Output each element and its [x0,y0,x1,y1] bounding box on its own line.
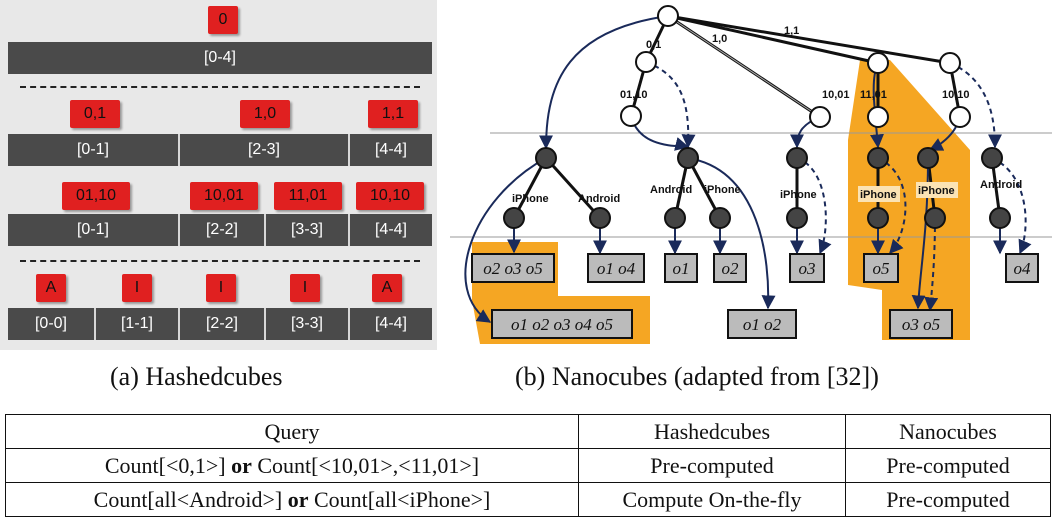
leaf-box-o1o4: o1 o4 [597,259,636,278]
cat-label-android-2: Android [650,184,692,196]
key-level1-1: 1,0 [240,100,290,128]
cat-label-iphone-2: iPhone [704,184,741,196]
key-level2-2: 11,01 [274,182,342,210]
cell-level2-2: [3-3] [266,214,350,246]
edge-label-1-1: 1,1 [784,25,799,37]
cell-level3-4: [4-4] [374,315,407,332]
edge-label-0-1: 0,1 [646,39,661,51]
cell-level3-1: [1-1] [96,308,180,340]
key-level1-2: 1,1 [368,100,418,128]
leaf-box-o5: o5 [873,259,890,278]
key-level2-0: 01,10 [62,182,130,210]
cell-level1-2: [4-4] [374,141,407,158]
key-level3-4: A [372,274,402,302]
hashedcubes-panel: 0 [0-4] 0,1 1,0 1,1 [0-1] [2-3] [4-4] 01… [0,0,437,350]
divider-2 [20,260,420,262]
edge-label-01-10: 01,10 [620,89,648,101]
leaf-box-o1: o1 [673,259,690,278]
leaf-box-o3o5: o3 o5 [902,315,940,334]
query-cell: Count[<0,1>] or Count[<10,01>,<11,01>] [5,448,579,483]
cat-label-iphone-5: iPhone [918,185,955,197]
cat-label-android-1: Android [578,193,620,205]
key-level2-1: 10,01 [190,182,258,210]
hashedcubes-cell: Pre-computed [578,448,846,483]
cell-level0-0: [0-4] [203,49,236,66]
cell-level2-0: [0-1] [8,214,180,246]
bar-level0: [0-4] [8,42,432,74]
key-level2-3: 10,10 [356,182,424,210]
edge-label-10-10: 10,10 [942,89,970,101]
table-header-row: Query Hashedcubes Nanocubes [5,414,1051,449]
edge-label-11-01: 11,01 [860,89,887,101]
cat-label-iphone-1: iPhone [512,193,549,205]
cat-label-iphone-4: iPhone [860,189,897,201]
hashedcubes-cell: Compute On-the-fly [578,482,846,517]
dark-nodes [503,147,1011,229]
edge-label-1-0: 1,0 [712,33,727,45]
header-hashedcubes: Hashedcubes [578,414,846,449]
nanocubes-cell: Pre-computed [845,482,1051,517]
cat-label-android-3: Android [980,179,1022,191]
leaf-box-all: o1 o2 o3 o4 o5 [511,315,613,334]
leaf-box-o2: o2 [722,259,740,278]
cell-level3-3: [3-3] [266,308,350,340]
leaf-box-o1o2: o1 o2 [743,315,782,334]
key-level3-3: I [290,274,320,302]
cell-level1-0: [0-1] [8,134,180,166]
key-level3-1: I [122,274,152,302]
table-row: Count[<0,1>] or Count[<10,01>,<11,01>] P… [5,448,1051,483]
key-level3-0: A [36,274,66,302]
caption-b: (b) Nanocubes (adapted from [32]) [515,362,879,391]
cell-level1-1: [2-3] [180,134,350,166]
cell-level3-2: [2-2] [180,308,266,340]
cell-level2-3: [4-4] [374,221,407,238]
header-query: Query [5,414,579,449]
nanocubes-diagram: 0,1 1,0 1,1 01,10 10,01 11,01 10,10 iPho… [450,5,1052,344]
nanocubes-cell: Pre-computed [845,448,1051,483]
header-nanocubes: Nanocubes [845,414,1051,449]
bar-level1: [0-1] [2-3] [4-4] [8,134,432,166]
divider-1 [20,86,420,88]
cat-label-iphone-3: iPhone [780,189,817,201]
bar-level2: [0-1] [2-2] [3-3] [4-4] [8,214,432,246]
query-cell: Count[all<Android>] or Count[all<iPhone>… [5,482,579,517]
cell-level2-1: [2-2] [180,214,266,246]
comparison-table: Query Hashedcubes Nanocubes Count[<0,1>]… [5,414,1051,517]
caption-a: (a) Hashedcubes [110,362,283,391]
key-level0-0: 0 [208,6,238,34]
table-row: Count[all<Android>] or Count[all<iPhone>… [5,482,1051,517]
edge-label-10-01: 10,01 [822,89,850,101]
white-nodes [620,5,971,128]
cell-level3-0: [0-0] [8,308,96,340]
leaf-box-o2o3o5: o2 o3 o5 [483,259,543,278]
key-level1-0: 0,1 [70,100,120,128]
leaf-box-o4: o4 [1014,259,1032,278]
key-level3-2: I [206,274,236,302]
bar-level3: [0-0] [1-1] [2-2] [3-3] [4-4] [8,308,432,340]
leaf-box-o3: o3 [799,259,816,278]
